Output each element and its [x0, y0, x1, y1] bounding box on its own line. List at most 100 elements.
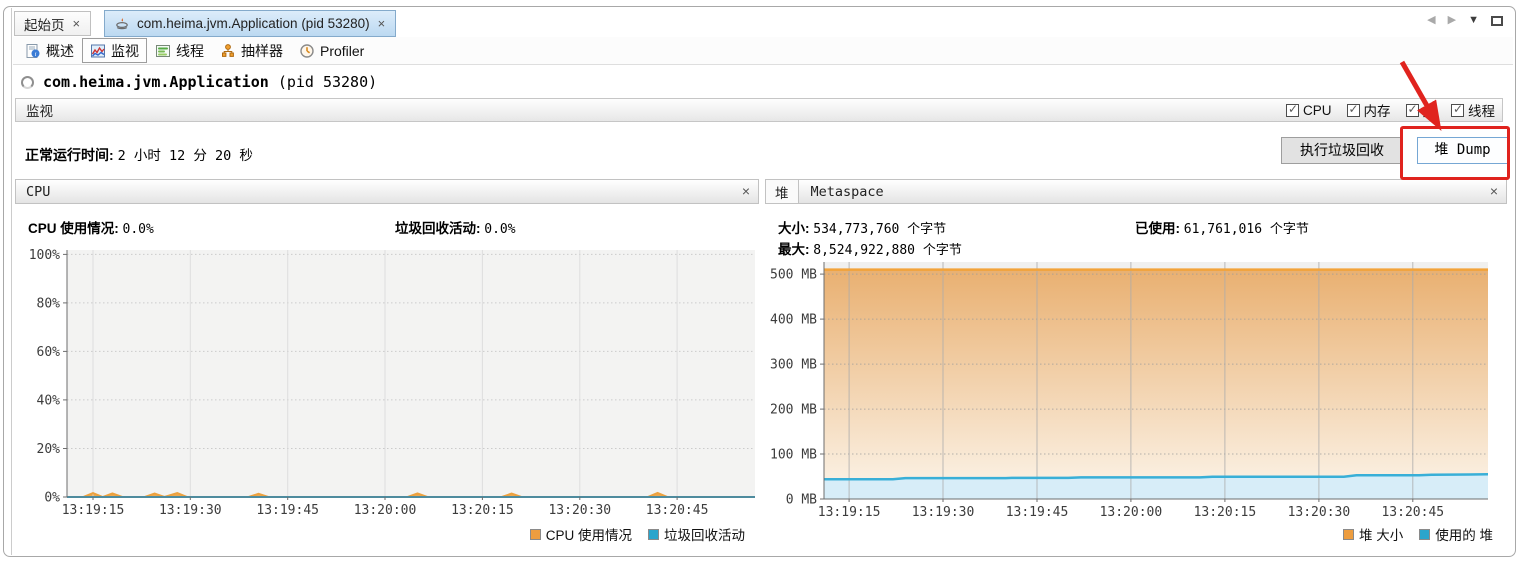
- legend-item: CPU 使用情况: [529, 524, 632, 544]
- tab-threads[interactable]: 线程: [147, 38, 212, 63]
- sampler-icon: [222, 43, 234, 57]
- checkbox-box[interactable]: ✓: [1405, 101, 1419, 117]
- svg-text:13:20:45: 13:20:45: [646, 503, 709, 518]
- tool-label: 线程: [176, 42, 204, 59]
- heap-chart-legend: 堆 大小 使用的 堆: [1342, 524, 1493, 544]
- scroll-right-icon[interactable]: ▶: [1447, 14, 1457, 26]
- check-icon: ✓: [1453, 101, 1464, 116]
- legend-label: 垃圾回收活动: [664, 528, 745, 543]
- page-title-pid: (pid 53280): [277, 73, 378, 91]
- svg-text:200 MB: 200 MB: [770, 403, 817, 418]
- svg-text:0 MB: 0 MB: [786, 493, 817, 508]
- tab-sampler[interactable]: 抽样器: [212, 38, 291, 63]
- svg-text:13:20:45: 13:20:45: [1381, 505, 1444, 520]
- close-icon[interactable]: ×: [1489, 183, 1498, 199]
- svg-text:i: i: [35, 51, 37, 58]
- heap-size-stat: 大小: 534,773,760 个字节: [778, 217, 946, 237]
- uptime: 正常运行时间: 2 小时 12 分 20 秒: [25, 144, 253, 165]
- checkbox-cpu[interactable]: ✓ CPU: [1285, 101, 1332, 118]
- close-icon[interactable]: ×: [741, 183, 750, 199]
- tab-profiler[interactable]: Profiler: [291, 38, 372, 63]
- tab-monitor[interactable]: 监视: [82, 38, 147, 63]
- heap-chart: 0 MB 100 MB 200 MB 300 MB 400 MB 500 MB 13:19:…: [770, 262, 1489, 520]
- tab-label: com.heima.jvm.Application (pid 53280): [137, 16, 370, 31]
- checkbox-memory[interactable]: ✓ 内存: [1346, 100, 1391, 120]
- checkbox-classes[interactable]: ✓ 类: [1405, 100, 1437, 120]
- svg-text:13:20:30: 13:20:30: [1288, 505, 1351, 520]
- svg-text:13:19:45: 13:19:45: [256, 503, 319, 518]
- scroll-left-icon[interactable]: ◀: [1427, 14, 1436, 26]
- legend-item: 使用的 堆: [1419, 524, 1493, 544]
- stat-value: 534,773,760 个字节: [813, 222, 947, 237]
- heap-dump-button[interactable]: 堆 Dump: [1417, 137, 1508, 164]
- status-row: 正常运行时间: 2 小时 12 分 20 秒 执行垃圾回收 堆 Dump: [15, 133, 1508, 173]
- tab-heap[interactable]: 堆: [766, 180, 799, 203]
- tab-label: 起始页: [24, 17, 65, 33]
- metric-checkbox-group: ✓ CPU ✓ 内存 ✓ 类 ✓ 线程: [1285, 99, 1495, 121]
- heap-panel-header: 堆 Metaspace ×: [765, 179, 1507, 204]
- checkbox-box[interactable]: ✓: [1285, 101, 1299, 117]
- threads-icon: [156, 44, 170, 57]
- page-title-row: com.heima.jvm.Application (pid 53280): [21, 73, 377, 91]
- checkbox-label: 类: [1422, 104, 1437, 119]
- close-icon[interactable]: ×: [377, 16, 386, 31]
- checkbox-threads[interactable]: ✓ 线程: [1451, 100, 1495, 120]
- page-title: com.heima.jvm.Application (pid 53280): [43, 73, 377, 91]
- stat-label: 垃圾回收活动:: [395, 221, 481, 236]
- application-window: 起始页 × com.heima.jvm.Application (pid 532…: [3, 6, 1516, 557]
- svg-text:13:20:15: 13:20:15: [451, 503, 514, 518]
- svg-text:13:19:45: 13:19:45: [1006, 505, 1069, 520]
- tab-overview[interactable]: i 概述: [17, 38, 82, 63]
- uptime-value: 2 小时 12 分 20 秒: [117, 148, 253, 164]
- checkbox-box[interactable]: ✓: [1346, 101, 1360, 117]
- legend-label: 堆 大小: [1358, 528, 1404, 543]
- check-icon: ✓: [1407, 101, 1418, 116]
- tab-list-dropdown-icon[interactable]: ▼: [1468, 14, 1479, 26]
- cpu-chart: 0% 20% 40% 60% 80% 100% 13:19:15 13:19:30 13:19:…: [29, 248, 755, 518]
- perform-gc-button[interactable]: 执行垃圾回收: [1281, 137, 1403, 164]
- heap-max-stat: 最大: 8,524,922,880 个字节: [778, 238, 962, 258]
- svg-text:13:19:15: 13:19:15: [62, 503, 125, 518]
- stat-value: 61,761,016 个字节: [1183, 222, 1309, 237]
- check-icon: ✓: [1348, 101, 1359, 116]
- legend-swatch: [1342, 528, 1354, 540]
- svg-text:60%: 60%: [37, 345, 61, 360]
- legend-label: CPU 使用情况: [545, 528, 632, 543]
- checkbox-box[interactable]: ✓: [1451, 101, 1464, 117]
- svg-text:13:20:00: 13:20:00: [1100, 505, 1163, 520]
- cpu-panel-title: CPU: [26, 183, 51, 200]
- legend-item: 垃圾回收活动: [648, 524, 745, 544]
- svg-text:13:19:15: 13:19:15: [818, 505, 881, 520]
- monitor-section-bar: 监视 ✓ CPU ✓ 内存 ✓ 类 ✓ 线程: [15, 98, 1503, 122]
- checkbox-label: 线程: [1468, 104, 1495, 119]
- legend-swatch: [529, 528, 541, 540]
- heap-panel: 堆 Metaspace × 大小: 534,773,760 个字节 已使用: 6…: [765, 179, 1507, 547]
- document-tab-bar: 起始页 × com.heima.jvm.Application (pid 532…: [13, 10, 1513, 38]
- maximize-icon[interactable]: [1491, 15, 1503, 26]
- checkbox-label: 内存: [1363, 104, 1391, 119]
- svg-text:13:19:30: 13:19:30: [159, 503, 222, 518]
- stat-value: 8,524,922,880 个字节: [813, 243, 962, 258]
- uptime-label: 正常运行时间:: [25, 147, 114, 163]
- svg-text:80%: 80%: [37, 296, 61, 311]
- check-icon: ✓: [1287, 101, 1299, 116]
- stat-label: CPU 使用情况:: [28, 221, 119, 236]
- svg-text:100%: 100%: [29, 248, 60, 263]
- stat-label: 已使用:: [1135, 221, 1180, 236]
- heap-used-stat: 已使用: 61,761,016 个字节: [1135, 217, 1309, 237]
- tab-metaspace[interactable]: Metaspace: [810, 183, 884, 200]
- svg-text:400 MB: 400 MB: [770, 313, 817, 328]
- svg-text:300 MB: 300 MB: [770, 358, 817, 373]
- legend-swatch: [648, 528, 659, 540]
- cpu-chart-legend: CPU 使用情况 垃圾回收活动: [529, 524, 745, 544]
- gc-activity-stat: 垃圾回收活动: 0.0%: [395, 217, 516, 237]
- tab-application[interactable]: com.heima.jvm.Application (pid 53280) ×: [104, 10, 397, 37]
- tool-label: 概述: [46, 42, 74, 59]
- window-left-divider: [11, 8, 12, 555]
- tool-label: Profiler: [320, 42, 365, 59]
- stat-value: 0.0%: [122, 222, 154, 237]
- tab-scroll-controls: ◀ ▶ ▼: [1427, 15, 1503, 26]
- legend-item: 堆 大小: [1342, 524, 1404, 544]
- close-icon[interactable]: ×: [72, 16, 81, 31]
- tab-start-page[interactable]: 起始页 ×: [14, 11, 92, 36]
